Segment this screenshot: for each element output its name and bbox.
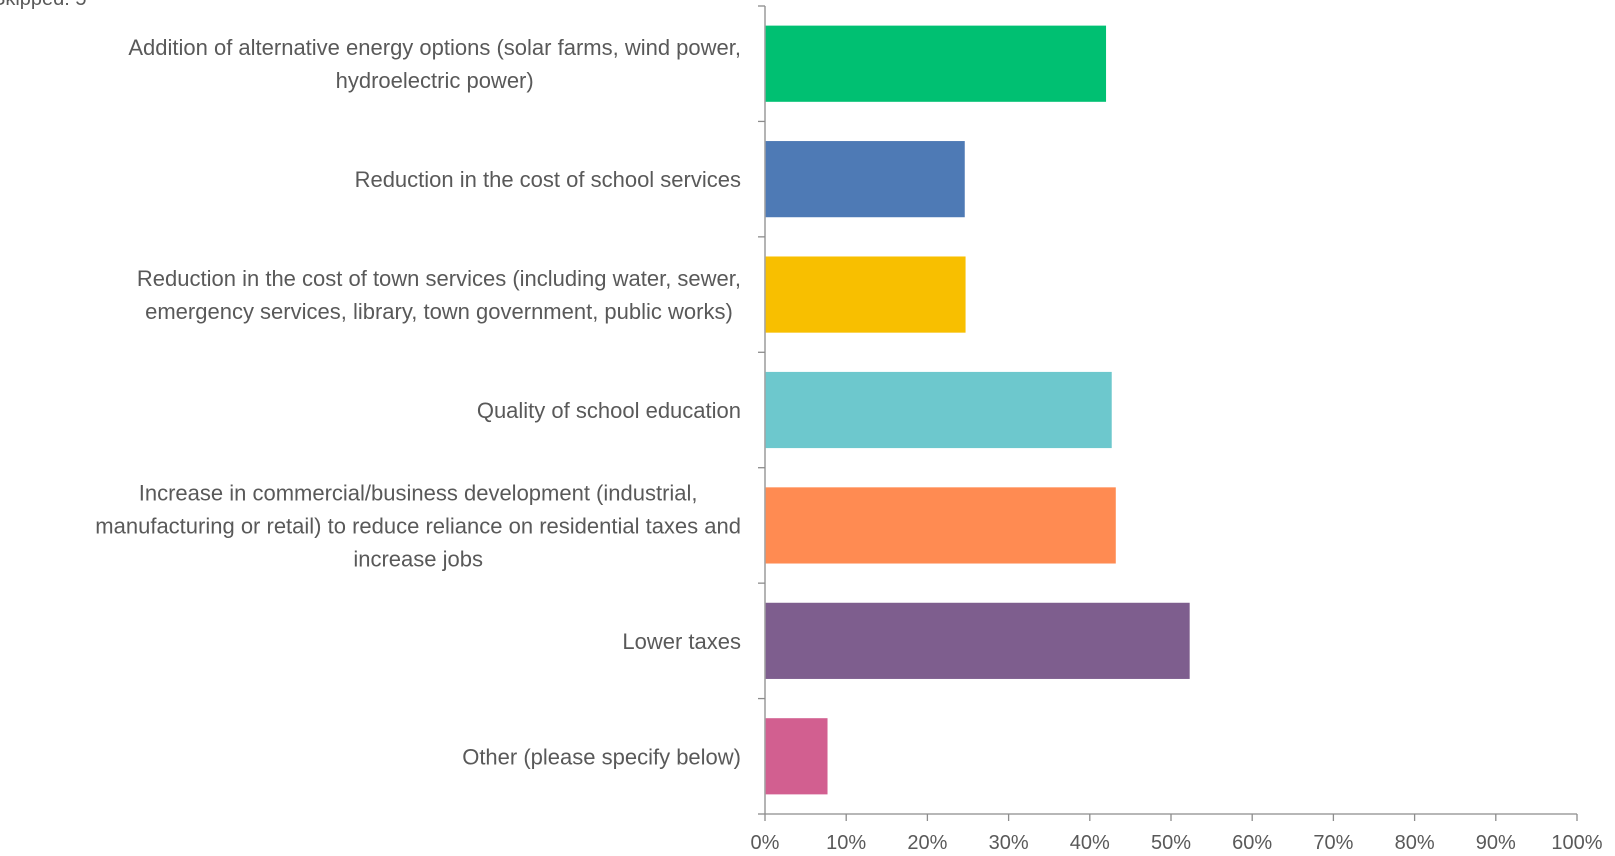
bar <box>765 487 1116 564</box>
chart-bars <box>765 25 1190 795</box>
bar <box>765 718 828 795</box>
chart-axes <box>758 5 1578 821</box>
x-tick-label: 40% <box>1070 832 1110 854</box>
x-tick-label: 0% <box>751 832 780 854</box>
category-label: Other (please specify below) <box>462 744 741 769</box>
x-tick-label: 70% <box>1313 832 1353 854</box>
bar <box>765 256 966 333</box>
x-tick-label: 90% <box>1476 832 1516 854</box>
bar <box>765 371 1112 449</box>
category-label: Quality of school education <box>477 398 741 423</box>
x-tick-label: 30% <box>989 832 1029 854</box>
category-labels: Addition of alternative energy options (… <box>95 35 741 769</box>
bar <box>765 141 965 218</box>
category-label: Increase in commercial/business developm… <box>95 480 741 571</box>
x-tick-labels: 0% 10% 20% 30% 40% 50% 60% 70% 80% 90% 100% <box>751 832 1603 854</box>
bar <box>765 25 1107 102</box>
category-label: Lower taxes <box>622 629 741 654</box>
x-tick-label: 80% <box>1395 832 1435 854</box>
x-tick-label: 60% <box>1232 832 1272 854</box>
category-label: Reduction in the cost of town services (… <box>137 266 741 324</box>
x-tick-label: 50% <box>1151 832 1191 854</box>
x-tick-label: 20% <box>907 832 947 854</box>
bar <box>765 602 1190 679</box>
category-label: Reduction in the cost of school services <box>355 167 741 192</box>
x-tick-label: 10% <box>826 832 866 854</box>
x-tick-label: 100% <box>1551 832 1602 854</box>
category-label: Addition of alternative energy options (… <box>128 35 741 93</box>
skipped-count-note: Skipped: 5 <box>0 0 87 11</box>
